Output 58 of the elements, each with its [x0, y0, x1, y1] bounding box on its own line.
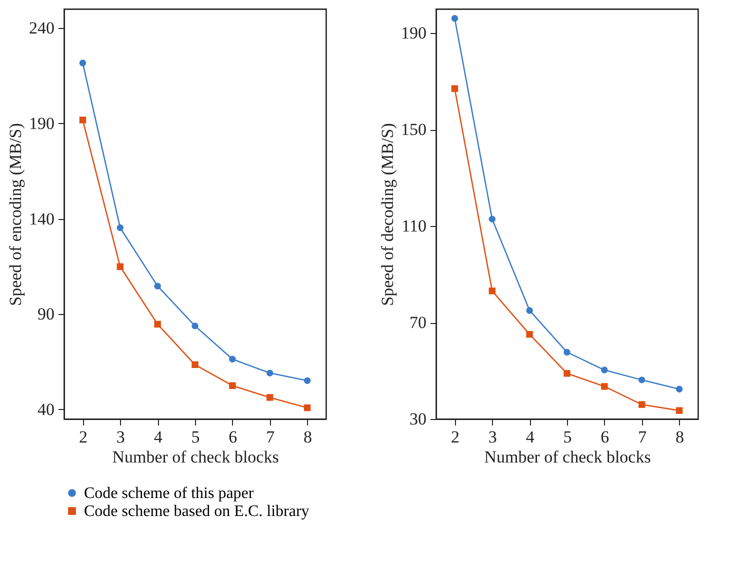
point [154, 320, 161, 328]
x-tick-label: 2 [450, 428, 460, 446]
point [304, 377, 311, 384]
x-tick-label: 8 [676, 428, 684, 446]
point [488, 216, 496, 222]
point [564, 348, 570, 356]
point [526, 307, 533, 314]
x-tick-label: 4 [526, 428, 535, 446]
x-tick-label: 6 [600, 428, 610, 446]
y-tick-label: 30 [410, 410, 426, 428]
y-tick-label: 40 [38, 400, 54, 419]
point [154, 282, 161, 290]
point [601, 383, 608, 390]
x-tick-label: 5 [563, 428, 572, 446]
y-tick-label: 110 [402, 216, 426, 236]
x-tick-label: 3 [488, 428, 497, 446]
y-axis-title: Speed of decoding (MB/S) [378, 123, 397, 306]
point [192, 361, 198, 368]
x-tick-label: 3 [116, 428, 125, 446]
x-tick-label: 8 [304, 428, 312, 446]
point [266, 370, 274, 376]
y-tick-label: 240 [29, 18, 54, 38]
point [229, 382, 236, 389]
x-tick-label: 2 [78, 428, 88, 446]
x-tick-label: 4 [154, 428, 163, 446]
x-tick-label: 5 [191, 428, 200, 446]
point [676, 386, 683, 392]
point [79, 60, 86, 66]
point [79, 116, 86, 124]
y-tick-label: 190 [29, 114, 54, 133]
point [304, 404, 311, 412]
point [488, 288, 496, 294]
y-tick-label: 70 [410, 313, 426, 332]
point [676, 407, 683, 414]
point [638, 401, 646, 408]
point [192, 322, 198, 330]
point [451, 85, 458, 92]
point [564, 370, 570, 377]
point [116, 263, 124, 270]
x-tick-label: 7 [638, 428, 648, 446]
x-axis-title: Number of check blocks [484, 448, 651, 466]
x-tick-label: 7 [266, 428, 276, 446]
point [116, 224, 124, 232]
y-tick-label: 140 [29, 209, 54, 228]
x-axis-title: Number of check blocks [112, 448, 279, 466]
point [638, 376, 646, 384]
y-tick-label: 90 [38, 304, 54, 324]
y-tick-label: 150 [401, 120, 426, 140]
x-tick-label: 6 [228, 428, 238, 446]
y-tick-label: 190 [401, 24, 426, 43]
y-axis-title: Speed of encoding (MB/S) [6, 123, 25, 306]
point [526, 330, 533, 338]
point [451, 15, 458, 22]
legend-label: Code scheme of this paper [84, 485, 254, 502]
point [601, 366, 608, 374]
point [266, 394, 274, 401]
legend-label: Code scheme based on E.C. library [84, 503, 310, 520]
point [229, 356, 236, 362]
